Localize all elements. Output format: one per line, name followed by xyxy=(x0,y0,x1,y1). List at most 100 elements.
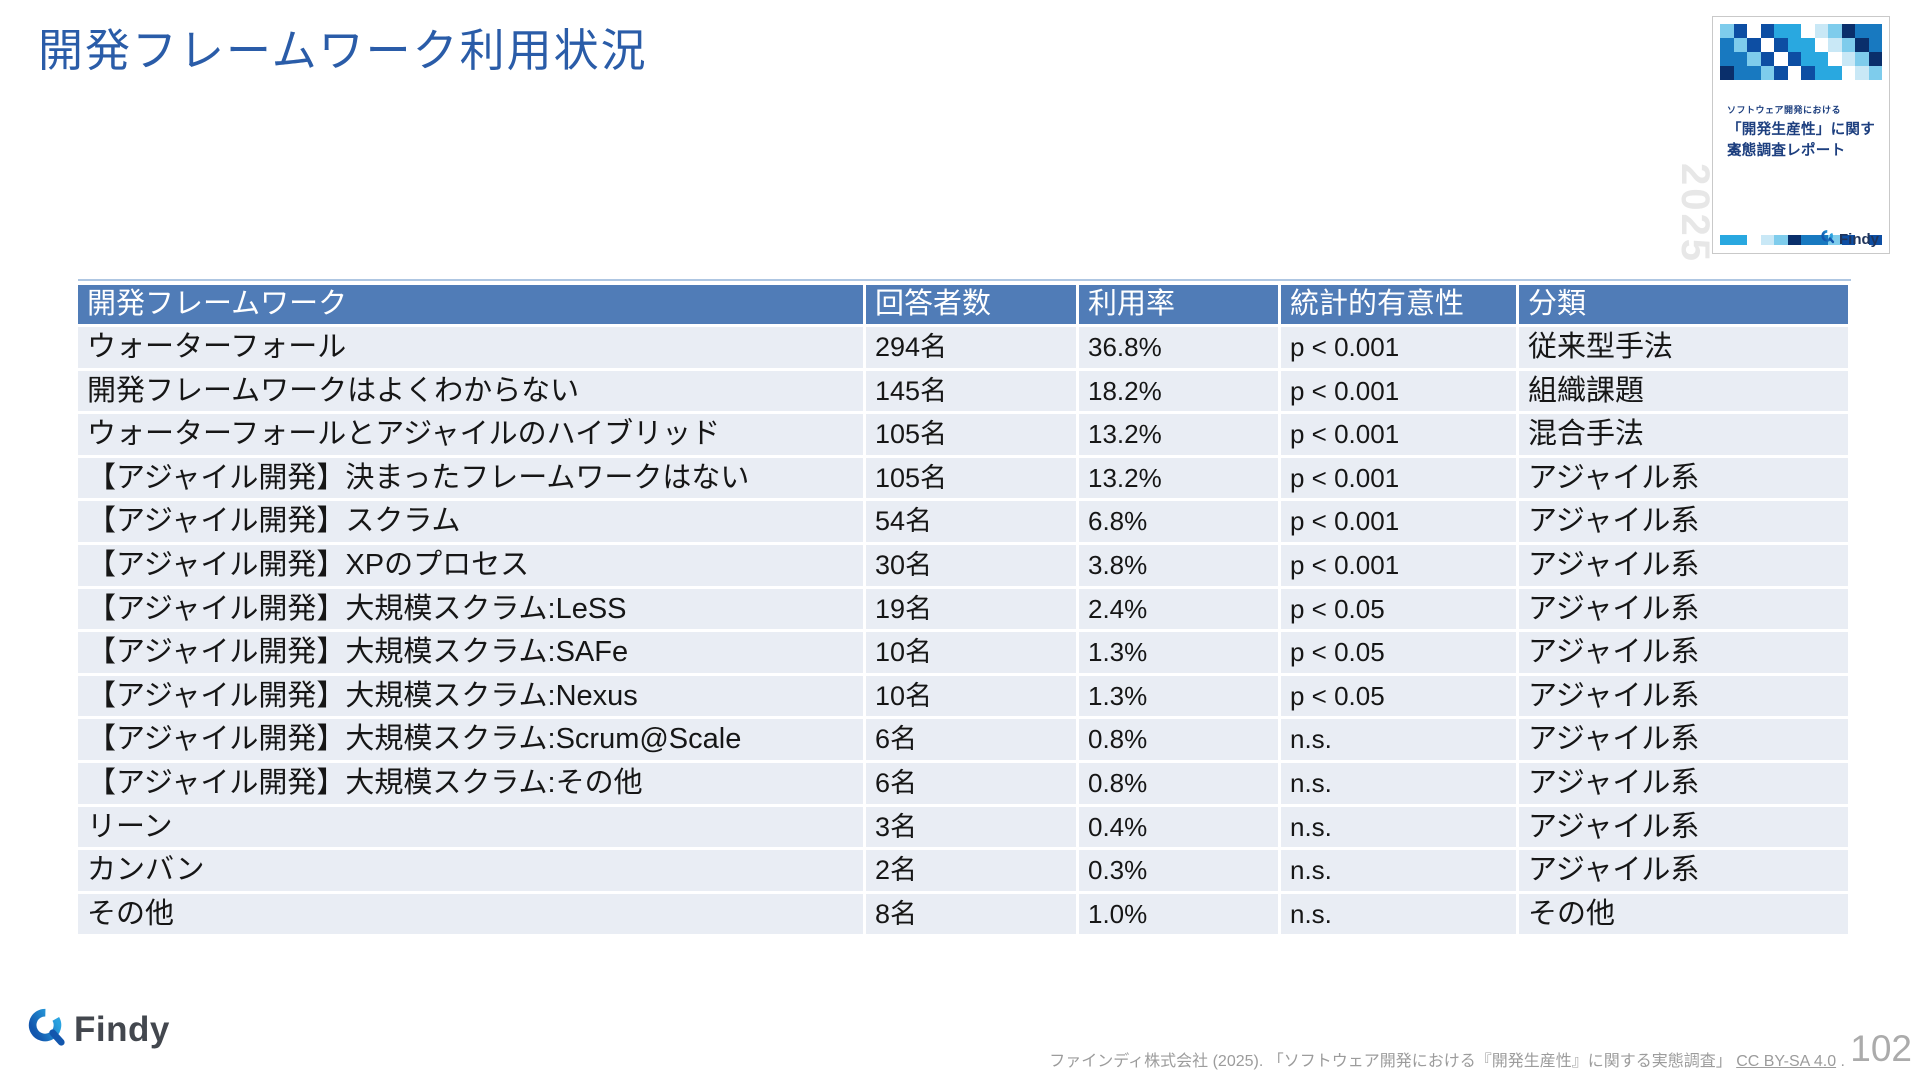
table-cell-r6-c3: p < 0.05 xyxy=(1281,588,1516,630)
mosaic-tile xyxy=(1774,24,1788,38)
mosaic-tile xyxy=(1828,38,1842,52)
mosaic-tile xyxy=(1855,38,1869,52)
table-cell-r4-c4: アジャイル系 xyxy=(1519,501,1848,542)
mosaic-tile xyxy=(1828,66,1842,80)
table-header-2: 利用率 xyxy=(1079,285,1278,324)
table-cell-r0-c0: ウォーターフォール xyxy=(78,327,863,368)
table-cell-r9-c4: アジャイル系 xyxy=(1519,719,1848,760)
findy-q-icon xyxy=(1820,229,1835,249)
table-cell-r10-c4: アジャイル系 xyxy=(1519,762,1848,804)
table-header-3: 統計的有意性 xyxy=(1281,285,1516,324)
mosaic-tile xyxy=(1733,235,1747,245)
table-cell-r7-c3: p < 0.05 xyxy=(1281,632,1516,673)
table-cell-r5-c3: p < 0.001 xyxy=(1281,544,1516,586)
table-cell-r8-c2: 1.3% xyxy=(1079,675,1278,717)
table-cell-r3-c4: アジャイル系 xyxy=(1519,457,1848,499)
table-top-border xyxy=(78,279,1851,281)
cover-findy-logo: Findy xyxy=(1820,229,1879,249)
mosaic-tile xyxy=(1814,66,1828,80)
table-cell-r0-c2: 36.8% xyxy=(1079,327,1278,368)
table-cell-r7-c4: アジャイル系 xyxy=(1519,632,1848,673)
table-cell-r10-c2: 0.8% xyxy=(1079,762,1278,804)
cover-findy-logo-text: Findy xyxy=(1839,230,1879,248)
findy-logo-text: Findy xyxy=(74,1009,170,1049)
table-cell-r9-c0: 【アジャイル開発】大規模スクラム:Scrum@Scale xyxy=(78,719,863,760)
mosaic-tile xyxy=(1720,38,1734,52)
table-cell-r3-c2: 13.2% xyxy=(1079,457,1278,499)
mosaic-tile xyxy=(1801,52,1815,66)
mosaic-tile xyxy=(1855,66,1869,80)
table-cell-r5-c0: 【アジャイル開発】XPのプロセス xyxy=(78,544,863,586)
table-cell-r12-c2: 0.3% xyxy=(1079,850,1278,891)
table-cell-r1-c3: p < 0.001 xyxy=(1281,370,1516,412)
mosaic-tile xyxy=(1733,52,1747,66)
table-cell-r12-c3: n.s. xyxy=(1281,850,1516,891)
cover-watermark-2025: 2025 xyxy=(1673,163,1717,264)
citation-period: . xyxy=(1840,1053,1845,1070)
table-cell-r1-c0: 開発フレームワークはよくわからない xyxy=(78,370,863,412)
mosaic-tile xyxy=(1868,66,1882,80)
mosaic-tile xyxy=(1774,52,1788,66)
mosaic-tile xyxy=(1814,52,1828,66)
table-cell-r12-c4: アジャイル系 xyxy=(1519,850,1848,891)
mosaic-tile xyxy=(1760,24,1774,38)
mosaic-tile xyxy=(1828,52,1842,66)
table-cell-r11-c3: n.s. xyxy=(1281,806,1516,848)
table-cell-r12-c1: 2名 xyxy=(866,850,1076,891)
table-cell-r8-c1: 10名 xyxy=(866,675,1076,717)
mosaic-tile xyxy=(1787,24,1801,38)
mosaic-tile xyxy=(1733,38,1747,52)
mosaic-tile xyxy=(1814,24,1828,38)
table-cell-r10-c3: n.s. xyxy=(1281,762,1516,804)
mosaic-tile xyxy=(1841,235,1855,245)
cover-eyebrow: ソフトウェア開発における xyxy=(1727,105,1842,115)
mosaic-tile xyxy=(1855,24,1869,38)
mosaic-tile xyxy=(1868,52,1882,66)
mosaic-tile xyxy=(1747,24,1761,38)
mosaic-tile xyxy=(1760,235,1774,245)
table-cell-r10-c1: 6名 xyxy=(866,762,1076,804)
table-cell-r4-c2: 6.8% xyxy=(1079,501,1278,542)
table-cell-r2-c1: 105名 xyxy=(866,414,1076,455)
table-cell-r2-c3: p < 0.001 xyxy=(1281,414,1516,455)
table-cell-r3-c0: 【アジャイル開発】決まったフレームワークはない xyxy=(78,457,863,499)
table-cell-r10-c0: 【アジャイル開発】大規模スクラム:その他 xyxy=(78,762,863,804)
table-grid: 開発フレームワーク 回答者数 利用率 統計的有意性 分類 ウォーターフォール 294名 36.… xyxy=(78,285,1851,935)
table-cell-r7-c0: 【アジャイル開発】大規模スクラム:SAFe xyxy=(78,632,863,673)
table-cell-r2-c2: 13.2% xyxy=(1079,414,1278,455)
cover-mosaic-top xyxy=(1720,24,1882,80)
table-cell-r13-c1: 8名 xyxy=(866,893,1076,935)
mosaic-tile xyxy=(1841,24,1855,38)
report-cover-thumbnail: 2025 ソフトウェア開発における 「開発生産性」に関する 実態調査レポート F… xyxy=(1673,16,1890,264)
mosaic-tile xyxy=(1841,66,1855,80)
mosaic-tile xyxy=(1787,52,1801,66)
table-cell-r9-c3: n.s. xyxy=(1281,719,1516,760)
table-cell-r1-c2: 18.2% xyxy=(1079,370,1278,412)
table-cell-r1-c1: 145名 xyxy=(866,370,1076,412)
table-cell-r13-c3: n.s. xyxy=(1281,893,1516,935)
table-cell-r0-c1: 294名 xyxy=(866,327,1076,368)
mosaic-tile xyxy=(1868,38,1882,52)
page-number: 102 xyxy=(1850,1028,1912,1069)
table-cell-r12-c0: カンバン xyxy=(78,850,863,891)
citation-license-link[interactable]: CC BY-SA 4.0 xyxy=(1736,1053,1837,1070)
mosaic-tile xyxy=(1774,38,1788,52)
mosaic-tile xyxy=(1841,52,1855,66)
table-header-1: 回答者数 xyxy=(866,285,1076,324)
mosaic-tile xyxy=(1814,38,1828,52)
table-cell-r13-c2: 1.0% xyxy=(1079,893,1278,935)
table-header-0: 開発フレームワーク xyxy=(78,285,863,324)
table-cell-r6-c2: 2.4% xyxy=(1079,588,1278,630)
table-cell-r4-c3: p < 0.001 xyxy=(1281,501,1516,542)
mosaic-tile xyxy=(1747,235,1761,245)
mosaic-tile xyxy=(1868,235,1882,245)
mosaic-tile xyxy=(1774,66,1788,80)
mosaic-tile xyxy=(1801,235,1815,245)
mosaic-tile xyxy=(1747,38,1761,52)
table-cell-r6-c4: アジャイル系 xyxy=(1519,588,1848,630)
table-cell-r11-c1: 3名 xyxy=(866,806,1076,848)
findy-q-icon xyxy=(25,1006,67,1053)
framework-usage-table: 開発フレームワーク 回答者数 利用率 統計的有意性 分類 ウォーターフォール 294名 36.… xyxy=(78,279,1851,935)
table-cell-r5-c1: 30名 xyxy=(866,544,1076,586)
table-cell-r13-c0: その他 xyxy=(78,893,863,935)
